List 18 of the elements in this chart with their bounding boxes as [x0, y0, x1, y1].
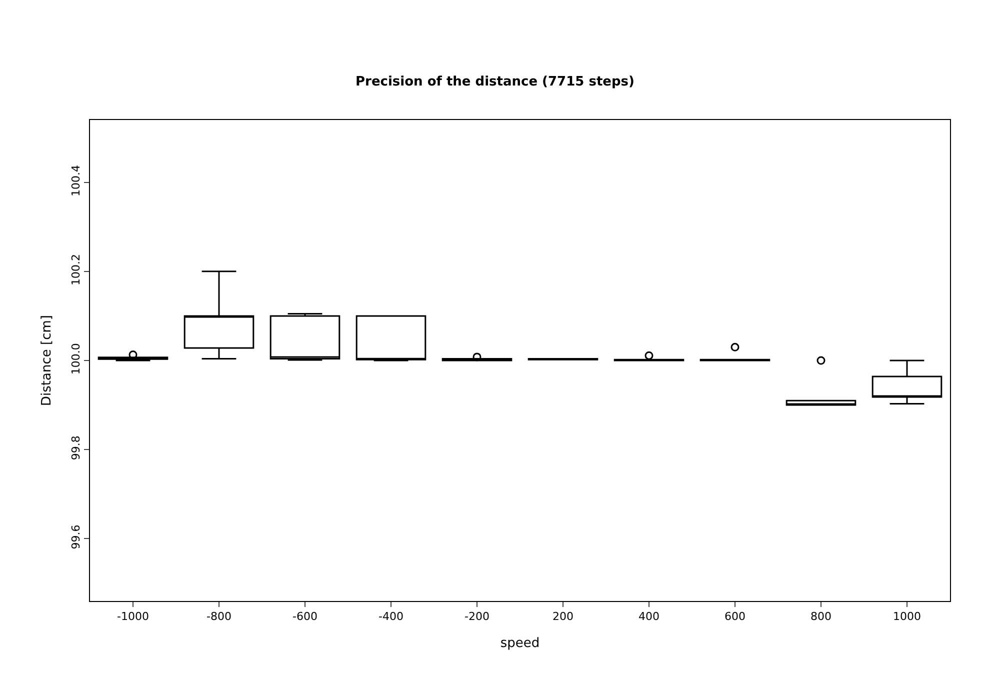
- y-tick-label: 99.6: [70, 524, 83, 550]
- x-tick-label: 200: [552, 610, 574, 624]
- x-tick-label: -200: [464, 610, 490, 624]
- y-tick-label: 100.2: [70, 254, 83, 286]
- x-tick-label: 600: [724, 610, 746, 624]
- x-tick-label: 400: [638, 610, 660, 624]
- x-tick-label: 1000: [893, 610, 921, 624]
- y-tick-label: 99.8: [70, 436, 83, 460]
- x-tick-label: -400: [378, 610, 404, 624]
- x-tick-label: -600: [292, 610, 318, 624]
- x-tick-label: -800: [206, 610, 232, 624]
- x-axis-title: speed: [500, 636, 540, 651]
- y-tick-label: 100.0: [70, 343, 83, 375]
- x-tick-label: 800: [810, 610, 832, 624]
- chart-title: Precision of the distance (7715 steps): [356, 74, 634, 90]
- y-axis-title: Distance [cm]: [40, 315, 55, 406]
- y-tick-label: 100.4: [70, 164, 83, 196]
- x-tick-label: -1000: [117, 610, 149, 624]
